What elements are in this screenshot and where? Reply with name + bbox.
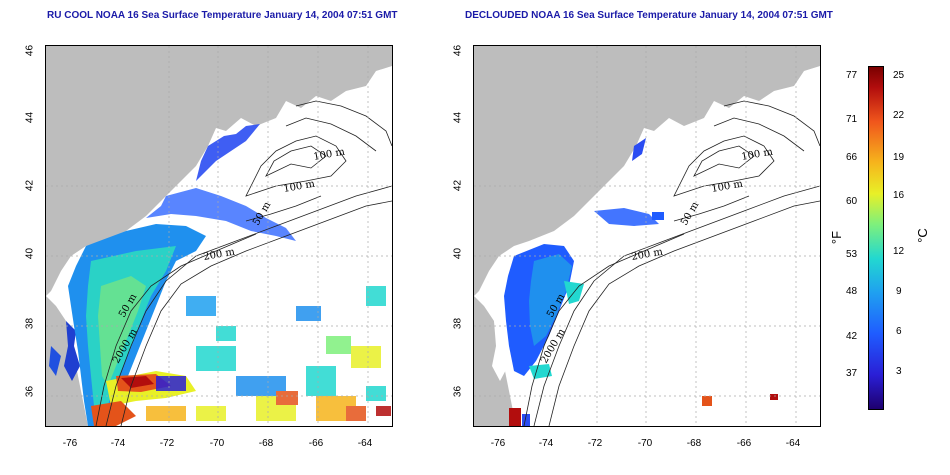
fahrenheit-unit-label: °F [829, 230, 845, 245]
lon-tick: -76 [490, 438, 506, 449]
map-title-left: RU COOL NOAA 16 Sea Surface Temperature … [47, 10, 398, 21]
lon-tick: -72 [159, 438, 175, 449]
land-mass [474, 46, 820, 296]
fahrenheit-tick: 53 [846, 249, 858, 260]
fahrenheit-tick: 42 [846, 331, 858, 342]
land-mass [46, 46, 392, 296]
fahrenheit-tick: 66 [846, 152, 858, 163]
lat-tick: 46 [452, 44, 464, 57]
celsius-tick: 12 [893, 246, 905, 257]
temperature-colorbar [868, 66, 884, 410]
lon-tick: -74 [538, 438, 554, 449]
lat-tick: 36 [24, 385, 36, 398]
lon-tick: -70 [637, 438, 653, 449]
lon-tick: -74 [110, 438, 126, 449]
fahrenheit-tick: 60 [846, 196, 858, 207]
lat-tick: 44 [24, 111, 36, 124]
celsius-tick: 9 [896, 286, 902, 297]
lat-tick: 42 [24, 179, 36, 192]
lon-tick: -64 [357, 438, 373, 449]
lat-tick: 38 [24, 317, 36, 330]
lat-tick: 36 [452, 385, 464, 398]
celsius-tick: 25 [893, 70, 905, 81]
sst-map-declouded: 100 m 100 m 50 m 200 m 50 m 2000 m [473, 45, 821, 427]
celsius-tick: 3 [896, 366, 902, 377]
lat-tick: 46 [24, 44, 36, 57]
map-title-right: DECLOUDED NOAA 16 Sea Surface Temperatur… [465, 10, 833, 21]
sst-map-raw: 100 m 100 m 50 m 200 m 50 m 2000 m [45, 45, 393, 427]
celsius-tick: 19 [893, 152, 905, 163]
lon-tick: -64 [785, 438, 801, 449]
lon-tick: -70 [209, 438, 225, 449]
fahrenheit-tick: 77 [846, 70, 858, 81]
lon-tick: -66 [736, 438, 752, 449]
lon-tick: -68 [686, 438, 702, 449]
lon-tick: -66 [308, 438, 324, 449]
lat-tick: 42 [452, 179, 464, 192]
celsius-tick: 6 [896, 326, 902, 337]
celsius-unit-label: °C [914, 228, 930, 243]
lat-tick: 44 [452, 111, 464, 124]
celsius-tick: 22 [893, 110, 905, 121]
fahrenheit-tick: 37 [846, 368, 858, 379]
lat-tick: 40 [452, 247, 464, 260]
fahrenheit-tick: 71 [846, 114, 858, 125]
fahrenheit-tick: 48 [846, 286, 858, 297]
lon-tick: -72 [587, 438, 603, 449]
lon-tick: -76 [62, 438, 78, 449]
lat-tick: 38 [452, 317, 464, 330]
lon-tick: -68 [258, 438, 274, 449]
lat-tick: 40 [24, 247, 36, 260]
celsius-tick: 16 [893, 190, 905, 201]
